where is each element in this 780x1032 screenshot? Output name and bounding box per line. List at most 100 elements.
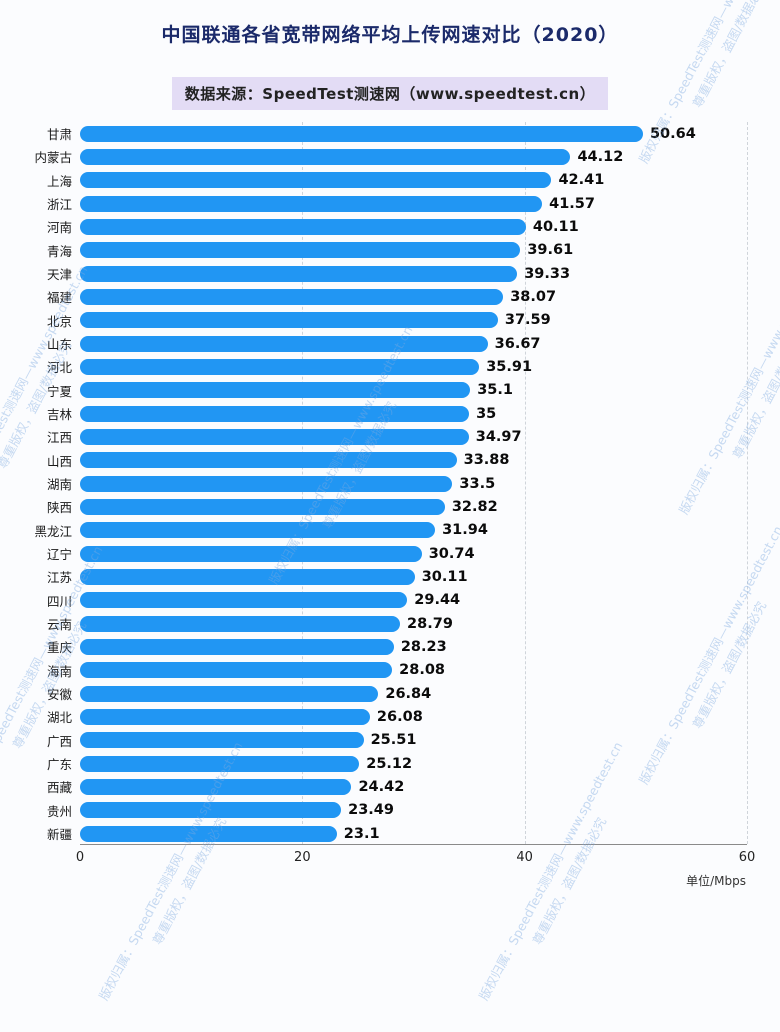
value-label: 24.42: [358, 778, 405, 795]
bar-track: 37.59: [80, 309, 747, 332]
bar-track: 40.11: [80, 215, 747, 238]
x-tick-label: 20: [294, 850, 311, 865]
bar: [80, 568, 415, 585]
bar-track: 35.91: [80, 355, 747, 378]
bar-row: 西藏 24.42: [6, 775, 747, 798]
bar: [80, 615, 401, 632]
bar: [80, 708, 370, 725]
x-tick-label: 60: [738, 850, 756, 865]
x-tick-label: 0: [75, 850, 85, 865]
bar-track: 42.41: [80, 169, 747, 192]
bar-track: 28.08: [80, 659, 747, 682]
bar-row: 宁夏 35.1: [6, 379, 747, 402]
bar-row: 福建 38.07: [6, 285, 747, 308]
bar-row: 黑龙江 31.94: [6, 519, 747, 542]
bar: [80, 545, 422, 562]
bar-row: 湖南 33.5: [6, 472, 747, 495]
bar-row: 陕西 32.82: [6, 495, 747, 518]
value-label: 33.5: [459, 475, 496, 492]
bar-track: 23.49: [80, 799, 747, 822]
category-label: 山东: [46, 337, 72, 353]
value-label: 38.07: [510, 288, 557, 305]
bar-row: 北京 37.59: [6, 309, 747, 332]
bar-track: 38.07: [80, 285, 747, 308]
value-label: 31.94: [442, 522, 488, 539]
bar-track: 26.08: [80, 705, 747, 728]
value-label: 35.91: [486, 358, 533, 375]
bar-track: 33.88: [80, 449, 747, 472]
value-label: 29.44: [414, 592, 461, 609]
bar: [80, 148, 571, 165]
bar-row: 辽宁 30.74: [6, 542, 747, 565]
value-label: 37.59: [504, 312, 551, 329]
category-label: 山西: [46, 453, 72, 469]
bar-track: 44.12: [80, 145, 747, 168]
category-label: 广西: [46, 733, 72, 749]
bar: [80, 522, 436, 539]
bar-row: 天津 39.33: [6, 262, 747, 285]
bar-track: 34.97: [80, 425, 747, 448]
bar: [80, 825, 337, 842]
bar: [80, 218, 526, 235]
bar: [80, 358, 480, 375]
bar: [80, 638, 394, 655]
bar-row: 新疆 23.1: [6, 822, 747, 845]
value-label: 26.08: [376, 708, 423, 725]
bar-row: 江苏 30.11: [6, 565, 747, 588]
chart-header: 中国联通各省宽带网络平均上传网速对比（2020） 数据来源：SpeedTest测…: [0, 20, 780, 110]
axis-unit-label: 单位/Mbps: [686, 874, 746, 888]
bar-track: 39.61: [80, 239, 747, 262]
bar-row: 河北 35.91: [6, 355, 747, 378]
bar-row: 贵州 23.49: [6, 799, 747, 822]
value-label: 39.61: [527, 242, 574, 259]
value-label: 33.88: [463, 452, 510, 469]
bar: [80, 498, 445, 515]
value-label: 42.41: [558, 172, 605, 189]
bar: [80, 265, 518, 282]
bar-row: 重庆 28.23: [6, 635, 747, 658]
chart-title: 中国联通各省宽带网络平均上传网速对比（2020）: [161, 24, 619, 46]
category-label: 黑龙江: [34, 523, 72, 539]
bar-track: 26.84: [80, 682, 747, 705]
gridline: [747, 122, 748, 844]
value-label: 25.51: [370, 732, 417, 749]
bar: [80, 195, 543, 212]
bar: [80, 475, 453, 492]
x-tick-label: 40: [516, 850, 533, 865]
category-label: 湖北: [46, 710, 72, 726]
bar-track: 35: [80, 402, 747, 425]
category-label: 浙江: [46, 197, 72, 213]
bar: [80, 125, 643, 142]
category-label: 贵州: [46, 803, 72, 819]
bar-row: 广东 25.12: [6, 752, 747, 775]
value-label: 40.11: [532, 218, 579, 235]
category-label: 广东: [46, 757, 72, 773]
value-label: 30.11: [421, 568, 468, 585]
bar-row: 江西 34.97: [6, 425, 747, 448]
x-axis: 0 20 40 60: [76, 845, 755, 867]
category-label: 甘肃: [46, 127, 72, 143]
bar-track: 25.12: [80, 752, 747, 775]
bar-track: 32.82: [80, 495, 747, 518]
bar: [80, 172, 552, 189]
bar: [80, 732, 364, 749]
bar: [80, 288, 504, 305]
category-label: 上海: [46, 173, 72, 189]
bar: [80, 382, 471, 399]
category-label: 河南: [46, 220, 72, 236]
bar-rows: 甘肃 50.64 内蒙古 44.12 上海 42.41 浙江 41.57 河南 40.11 青海 39…: [6, 122, 747, 845]
bar-row: 河南 40.11: [6, 215, 747, 238]
bar: [80, 312, 498, 329]
bar-row: 吉林 35: [6, 402, 747, 425]
value-label: 35: [476, 405, 497, 422]
value-label: 26.84: [385, 685, 432, 702]
bar-row: 安徽 26.84: [6, 682, 747, 705]
bar: [80, 452, 457, 469]
bar-track: 23.1: [80, 822, 747, 845]
value-label: 28.08: [399, 662, 446, 679]
category-label: 西藏: [46, 780, 72, 796]
chart-subtitle: 数据来源：SpeedTest测速网（www.speedtest.cn）: [171, 77, 609, 110]
bar-row: 山西 33.88: [6, 449, 747, 472]
category-label: 青海: [46, 243, 72, 259]
bar-row: 浙江 41.57: [6, 192, 747, 215]
